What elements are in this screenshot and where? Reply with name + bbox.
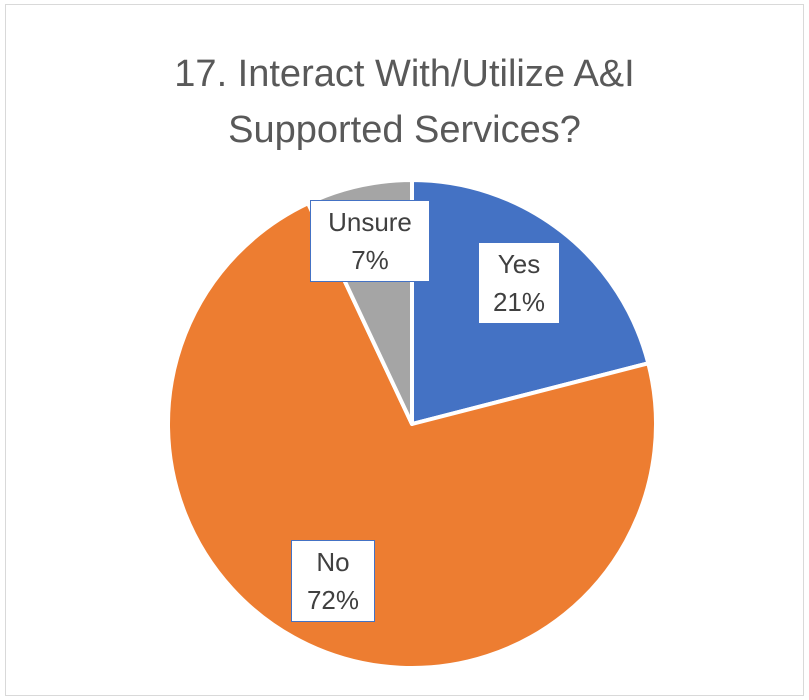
data-label-yes-value: 21% (492, 287, 546, 317)
pie-slices (166, 178, 658, 670)
chart-title-line-1: 17. Interact With/Utilize A&I (174, 53, 635, 95)
data-label-no-category: No (316, 547, 350, 577)
chart-title: 17. Interact With/Utilize A&I Supported … (0, 46, 809, 158)
data-label-no-value: 72% (306, 585, 360, 615)
chart-title-line-2: Supported Services? (228, 109, 581, 151)
data-label-unsure-value: 7% (351, 245, 389, 275)
data-label-yes-category: Yes (497, 249, 541, 279)
data-label-unsure-category: Unsure (328, 207, 412, 237)
data-label-unsure: Unsure 7% (310, 200, 430, 282)
pie-slice-no (166, 201, 658, 670)
data-label-yes: Yes 21% (478, 242, 560, 324)
data-label-no: No 72% (291, 540, 375, 622)
